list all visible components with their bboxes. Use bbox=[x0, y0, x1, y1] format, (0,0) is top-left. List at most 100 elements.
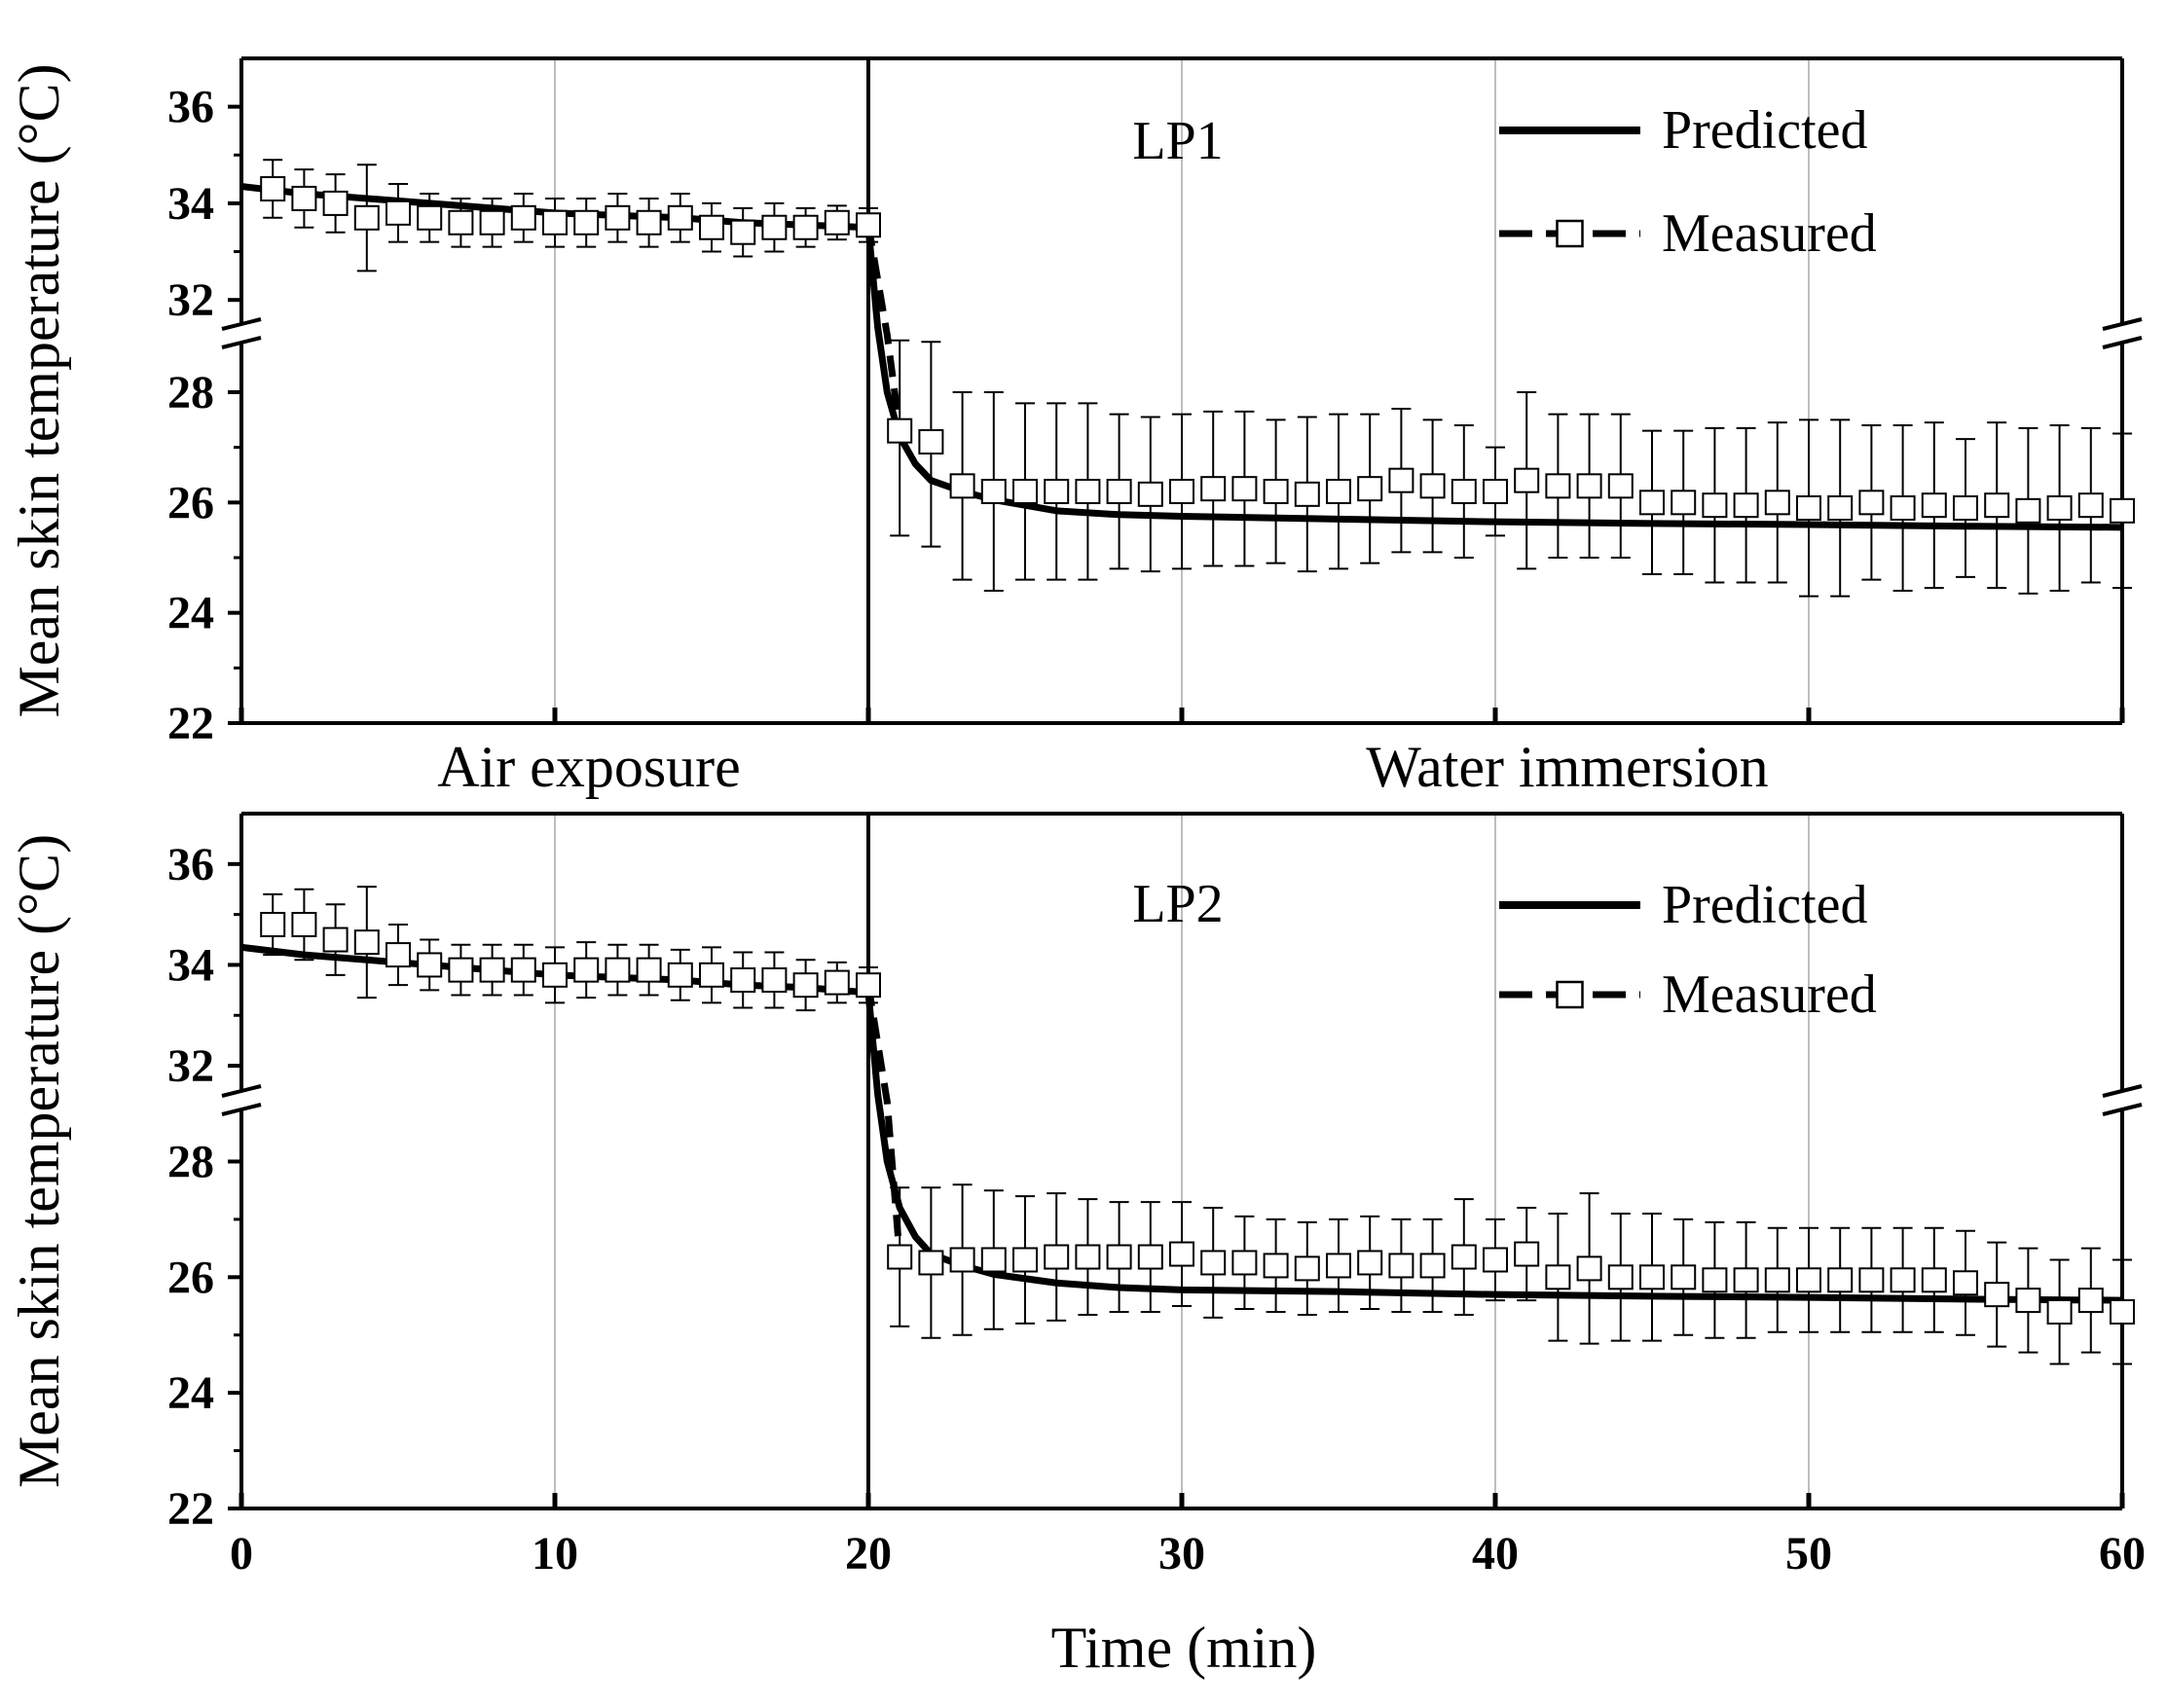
measured-point bbox=[1921, 492, 1947, 519]
measured-point bbox=[1764, 1267, 1790, 1293]
panel-lp1: 22 24 26 28 32 34 36 Mean skin temperature (°C)… bbox=[7, 56, 2143, 749]
measured-point bbox=[918, 429, 944, 454]
measured-point bbox=[386, 942, 411, 968]
measured-point bbox=[667, 962, 693, 988]
axis-break-mark bbox=[2102, 336, 2143, 349]
y-tick-label: 34 bbox=[167, 178, 214, 230]
measured-point bbox=[1483, 479, 1508, 504]
y-tick-label: 24 bbox=[167, 588, 214, 639]
measured-point bbox=[1827, 1267, 1854, 1293]
y-tick-label: 36 bbox=[167, 839, 214, 890]
measured-point bbox=[887, 418, 913, 444]
measured-point bbox=[1075, 479, 1101, 504]
measured-point bbox=[1388, 1253, 1414, 1279]
measured-point bbox=[1451, 1244, 1477, 1270]
measured-point bbox=[1953, 495, 1978, 521]
measured-point bbox=[1796, 1267, 1821, 1293]
measured-point bbox=[1576, 1255, 1602, 1282]
measured-point bbox=[1827, 495, 1854, 521]
measured-point bbox=[605, 204, 631, 231]
measured-point bbox=[353, 929, 380, 956]
axis-break-mark bbox=[221, 1103, 262, 1116]
measured-point bbox=[1545, 1264, 1571, 1290]
panel-lp2: 22 24 26 28 32 34 36 0 10 20 30 40 50 60 Mean skin tem… bbox=[7, 812, 2146, 1580]
measured-point bbox=[1357, 476, 1383, 502]
legend-marker-measured bbox=[1556, 219, 1584, 248]
measured-point bbox=[479, 209, 505, 236]
phase-label-air: Air exposure bbox=[437, 735, 741, 799]
x-tick-label: 20 bbox=[845, 1528, 892, 1580]
measured-point bbox=[1451, 479, 1477, 504]
measured-point bbox=[1733, 492, 1759, 519]
measured-point bbox=[949, 473, 975, 499]
measured-point bbox=[1263, 479, 1289, 504]
legend-label-predicted: Predicted bbox=[1662, 875, 1867, 935]
measured-point bbox=[1671, 1264, 1697, 1290]
measured-point bbox=[1921, 1267, 1947, 1293]
legend-label-measured: Measured bbox=[1662, 203, 1877, 264]
measured-point bbox=[824, 209, 850, 236]
measured-point bbox=[856, 212, 881, 238]
measured-point bbox=[2015, 1288, 2041, 1314]
measured-point bbox=[573, 957, 600, 983]
measured-point bbox=[1984, 492, 2010, 519]
x-tick-label: 40 bbox=[1472, 1528, 1519, 1580]
y-tick-label: 26 bbox=[167, 1252, 214, 1303]
measured-point bbox=[1106, 1244, 1132, 1270]
y-tick-label: 24 bbox=[167, 1367, 214, 1419]
axis-break-mark bbox=[221, 1084, 262, 1098]
measured-point bbox=[1671, 490, 1697, 516]
x-axis-title: Time (min) bbox=[1051, 1616, 1317, 1680]
measured-point bbox=[949, 1247, 975, 1273]
measured-point bbox=[448, 957, 474, 983]
measured-point bbox=[730, 967, 756, 993]
y-tick-label: 34 bbox=[167, 939, 214, 991]
measured-point bbox=[1607, 1264, 1634, 1290]
measured-point bbox=[1984, 1282, 2010, 1308]
measured-point bbox=[1231, 1250, 1258, 1276]
measured-point bbox=[1012, 479, 1038, 504]
measured-point bbox=[1044, 479, 1070, 504]
x-tick-label: 30 bbox=[1158, 1528, 1205, 1580]
axis-break-mark bbox=[2102, 1084, 2143, 1098]
legend-label-measured: Measured bbox=[1662, 964, 1877, 1025]
measured-point bbox=[353, 204, 380, 231]
measured-point bbox=[980, 1247, 1007, 1273]
legend-marker-measured bbox=[1556, 980, 1584, 1009]
measured-point bbox=[448, 209, 474, 236]
measured-point bbox=[1169, 1241, 1194, 1267]
y-axis-title: Mean skin temperature (°C) bbox=[7, 63, 71, 717]
measured-point bbox=[417, 204, 443, 231]
panel-label: LP2 bbox=[1132, 874, 1223, 934]
measured-point bbox=[761, 214, 788, 240]
measured-point bbox=[824, 969, 850, 996]
x-tick-label: 10 bbox=[532, 1528, 578, 1580]
y-axis-title: Mean skin temperature (°C) bbox=[7, 834, 71, 1488]
measured-line bbox=[864, 984, 933, 1266]
measured-point bbox=[260, 912, 286, 937]
measured-point bbox=[699, 214, 724, 240]
phase-label-water: Water immersion bbox=[1366, 735, 1768, 799]
y-tick-label: 32 bbox=[167, 1040, 214, 1092]
measured-point bbox=[510, 204, 536, 231]
y-tick-label: 28 bbox=[167, 1136, 214, 1187]
measured-point bbox=[1576, 473, 1602, 499]
measured-point bbox=[856, 972, 881, 999]
measured-point bbox=[542, 209, 568, 236]
axis-break-mark bbox=[2102, 317, 2143, 331]
measured-point bbox=[730, 219, 756, 245]
measured-point bbox=[1326, 479, 1351, 504]
measured-point bbox=[1137, 481, 1163, 507]
measured-point bbox=[1419, 473, 1446, 499]
y-tick-label: 28 bbox=[167, 367, 214, 418]
measured-point bbox=[887, 1244, 913, 1270]
measured-point bbox=[792, 214, 819, 240]
measured-point bbox=[1419, 1253, 1446, 1279]
axis-break-mark bbox=[2102, 1103, 2143, 1116]
measured-point bbox=[1702, 492, 1728, 519]
measured-point bbox=[1357, 1250, 1383, 1276]
measured-point bbox=[1044, 1244, 1070, 1270]
measured-point bbox=[1764, 490, 1790, 516]
x-tick-label: 50 bbox=[1785, 1528, 1832, 1580]
measured-point bbox=[1012, 1247, 1038, 1273]
